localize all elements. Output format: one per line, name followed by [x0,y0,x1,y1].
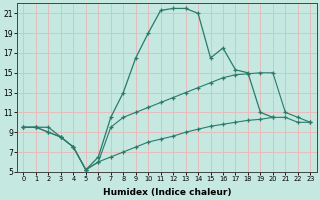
X-axis label: Humidex (Indice chaleur): Humidex (Indice chaleur) [103,188,231,197]
